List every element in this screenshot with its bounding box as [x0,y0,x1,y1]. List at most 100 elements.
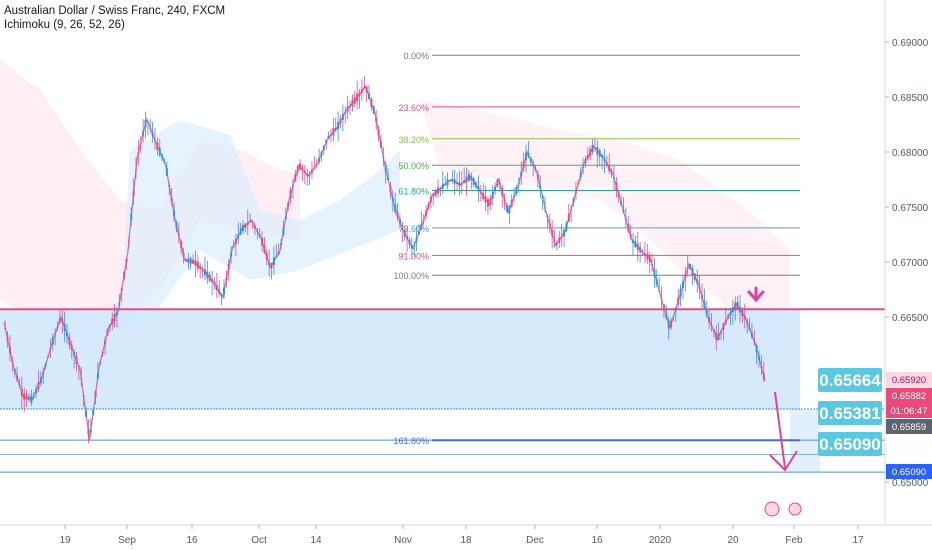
down-arrow-icon [747,286,765,303]
candle-body [548,223,551,227]
candle-body [446,179,449,186]
candle-body [724,319,727,324]
candle-body [420,224,423,229]
candle-body [425,210,428,216]
candle-body [11,360,14,362]
event-marker-icon[interactable] [764,501,780,517]
candle-body [182,252,185,257]
projection-arrow [774,391,786,469]
candle-body [308,174,311,176]
fib-label-5: 78.60% [398,224,429,234]
candle-body [615,182,618,191]
candle-body [636,243,639,250]
x-tick-label-9: 2020 [649,535,672,546]
candle-body [282,227,285,235]
candle-body [667,320,670,328]
candle-body [572,198,575,203]
candle-body [501,188,504,196]
candle-body [37,382,40,389]
candle-body [253,225,256,229]
target-badge-1[interactable] [818,401,882,425]
x-tick-label-5: Nov [394,535,412,546]
candle-body [222,287,225,295]
candle-body [113,313,116,322]
candle-body [130,214,133,221]
candle-body [453,179,456,184]
candle-body [256,230,259,232]
candle-body [151,132,154,137]
candle-body [577,183,580,185]
candle-body [415,237,418,242]
candle-body [553,240,556,243]
candle-body [294,174,297,181]
candle-body [698,286,701,290]
target-badge-0[interactable] [818,368,882,392]
candle-body [32,396,35,398]
candle-body [665,313,668,318]
candle-body [251,222,254,224]
candle-body [175,222,178,228]
candle-body [755,345,758,353]
candle-body [406,236,409,240]
candle-body [344,111,347,114]
fib-label-8: 161.80% [393,436,429,446]
candle-body [432,193,435,197]
candle-body [731,307,734,312]
x-tick-label-8: 16 [591,535,603,546]
price-tag-2 [886,403,932,418]
target-badge-label-2: 0.65090 [819,435,880,454]
target-badge-2[interactable] [818,432,882,456]
chart-title: Australian Dollar / Swiss Franc, 240, FX… [4,5,226,17]
candle-body [196,261,199,269]
candle-body [154,139,157,141]
candle-body [441,183,444,189]
candle-body [762,373,765,380]
candle-body [115,311,118,316]
candle-body [662,304,665,311]
candle-body [648,254,651,263]
candle-body [244,223,247,228]
candle-body [681,281,684,288]
candle-body [16,375,19,380]
y-tick-label-0: 0.69000 [892,38,929,49]
candle-body [192,259,195,264]
candle-body [465,176,468,183]
candle-body [353,97,356,104]
candle-body [230,252,233,257]
y-tick-label-6: 0.65000 [892,478,929,489]
candle-body [503,199,506,202]
y-tick-label-4: 0.67000 [892,258,929,269]
candle-body [275,256,278,258]
candle-body [727,315,730,319]
candle-body [18,384,21,386]
candle-body [434,190,437,196]
candle-body [722,323,725,330]
candle-body [558,237,561,243]
candle-body [296,166,299,173]
candle-body [349,105,352,107]
candle-body [39,377,42,384]
candle-body [589,149,592,157]
candle-body [94,390,97,398]
candle-body [44,363,47,367]
event-marker-icon[interactable] [788,502,802,516]
candle-body [123,271,126,279]
candle-body [646,253,649,260]
fib-label-7: 100.00% [393,271,429,281]
candle-body [27,396,30,400]
candle-body [360,88,363,93]
candle-body [184,258,187,262]
candle-body [700,294,703,299]
candle-body [146,121,149,123]
candle-body [641,251,644,253]
candle-body [387,177,390,180]
candle-body [510,199,513,207]
candle-body [746,321,749,324]
candle-body [320,152,323,156]
candle-body [593,147,596,149]
candle-body [579,173,582,178]
candle-body [401,225,404,230]
candle-body [710,324,713,326]
price-tag-label-2: 01:06:47 [891,406,928,417]
